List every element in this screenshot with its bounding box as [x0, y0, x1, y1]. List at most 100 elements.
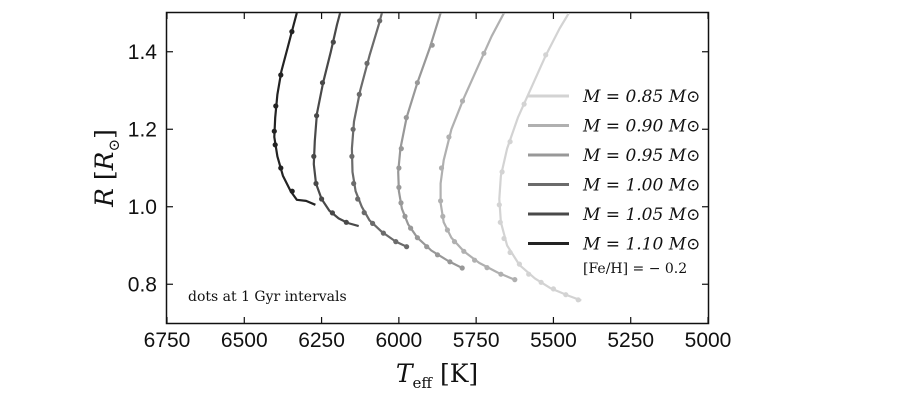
- legend-label: M = 0.95 M⊙: [582, 146, 700, 166]
- age-dot: [349, 153, 355, 159]
- age-dot: [380, 230, 386, 236]
- age-dot: [414, 80, 420, 86]
- legend-entry: M = 0.90 M⊙: [528, 117, 700, 137]
- series-2: [396, 13, 465, 271]
- series-5: [271, 13, 316, 206]
- legend-entry: M = 1.05 M⊙: [528, 205, 700, 225]
- series-1: [438, 13, 518, 283]
- age-dot: [459, 265, 465, 271]
- legend-label: M = 1.05 M⊙: [582, 205, 700, 225]
- age-dot: [497, 219, 503, 225]
- age-dot: [403, 115, 409, 121]
- age-dot: [472, 257, 478, 263]
- series-3: [349, 13, 410, 250]
- age-dot: [543, 52, 549, 58]
- x-tick-label: 5250: [607, 329, 654, 352]
- age-dot: [550, 286, 557, 292]
- legend-label: M = 1.10 M⊙: [582, 235, 700, 255]
- age-dot: [461, 248, 467, 254]
- y-tick-label: 1.0: [128, 196, 157, 219]
- age-dot: [404, 244, 410, 250]
- age-dot: [377, 18, 383, 24]
- age-dot: [521, 101, 527, 107]
- age-dot: [311, 153, 317, 159]
- legend-entry: M = 1.10 M⊙: [528, 235, 700, 255]
- age-dot: [343, 219, 349, 225]
- age-dot: [451, 239, 458, 245]
- legend-entry: M = 0.85 M⊙: [528, 87, 700, 107]
- age-dot: [516, 261, 523, 267]
- age-dot: [361, 210, 367, 216]
- age-dot: [396, 165, 402, 171]
- age-dot: [440, 213, 446, 219]
- age-dot: [444, 227, 450, 233]
- age-dot: [512, 277, 518, 283]
- x-tick-label: 6750: [144, 329, 191, 352]
- age-dot: [393, 239, 399, 245]
- age-dot: [575, 297, 581, 303]
- age-dot: [350, 126, 356, 132]
- age-dot: [526, 271, 532, 277]
- plot-frame: [165, 11, 710, 325]
- x-tick-label: 6250: [298, 329, 345, 352]
- age-dot: [447, 259, 453, 265]
- age-dot: [271, 128, 277, 134]
- age-dot: [396, 184, 402, 190]
- age-dot: [499, 169, 505, 175]
- age-dot: [329, 210, 335, 216]
- age-dot: [429, 42, 435, 48]
- age-dot: [507, 139, 513, 145]
- x-axis-label: Teff [K]: [396, 359, 478, 392]
- series-4: [311, 13, 360, 228]
- age-dot: [398, 200, 404, 206]
- age-dot: [273, 103, 279, 109]
- age-dot: [289, 29, 295, 35]
- y-tick-label: 1.4: [128, 41, 158, 64]
- age-dot: [438, 165, 445, 171]
- series-line: [273, 13, 316, 206]
- age-dot: [446, 134, 452, 140]
- age-dot: [398, 146, 404, 152]
- legend-entry: M = 1.00 M⊙: [528, 176, 700, 196]
- x-tick-label: 5500: [530, 329, 577, 352]
- series-line: [312, 13, 360, 228]
- gyr-annotation: dots at 1 Gyr intervals: [188, 289, 347, 305]
- age-dot: [459, 98, 466, 104]
- age-dot: [481, 50, 487, 56]
- series-line: [397, 13, 465, 270]
- age-dot: [414, 235, 420, 241]
- series-line: [350, 13, 409, 249]
- y-tick-label: 1.2: [128, 118, 157, 141]
- x-tick-label: 5000: [685, 329, 732, 352]
- age-dot: [563, 292, 569, 298]
- age-dot: [351, 180, 357, 187]
- age-dot: [272, 142, 278, 148]
- series-line: [498, 13, 582, 302]
- age-dot: [402, 213, 408, 219]
- age-dot: [313, 180, 319, 187]
- legend-label: M = 0.85 M⊙: [582, 87, 700, 107]
- x-tick-label: 5750: [453, 329, 500, 352]
- age-dot: [278, 72, 284, 78]
- age-dot: [330, 39, 336, 45]
- legend-entry: M = 0.95 M⊙: [528, 146, 700, 166]
- legend-label: M = 0.90 M⊙: [582, 117, 700, 137]
- x-tick-label: 6500: [221, 329, 268, 352]
- age-dot: [424, 244, 430, 250]
- y-axis-label: R [R⊙]: [90, 129, 123, 208]
- age-dot: [408, 225, 414, 231]
- age-dot: [496, 202, 502, 208]
- age-dot: [434, 252, 441, 258]
- y-tick-label: 0.8: [128, 273, 157, 296]
- series-0: [496, 13, 582, 303]
- x-tick-label: 6000: [375, 329, 422, 352]
- age-dot: [319, 80, 326, 86]
- age-dot: [278, 165, 284, 171]
- age-dot: [538, 279, 544, 285]
- metallicity-label: [Fe/H] = − 0.2: [583, 261, 687, 277]
- age-dot: [501, 235, 507, 242]
- age-dot: [484, 265, 490, 271]
- age-dot: [370, 220, 376, 226]
- age-dot: [355, 196, 361, 202]
